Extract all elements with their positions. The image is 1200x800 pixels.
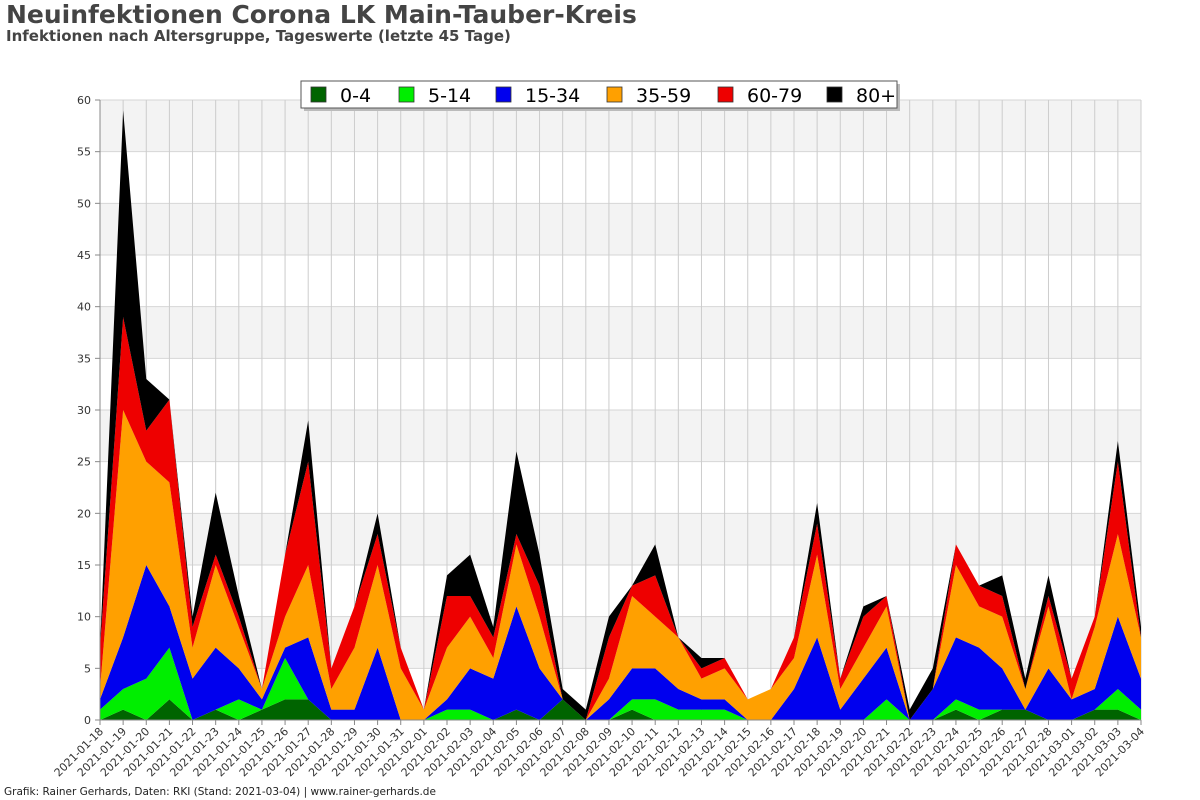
legend-swatch	[826, 86, 843, 103]
legend-swatch	[398, 86, 415, 103]
area-series-60-79	[100, 317, 1141, 720]
grid-band	[100, 358, 1141, 410]
grid-band	[100, 203, 1141, 255]
chart-title: Neuinfektionen Corona LK Main-Tauber-Kre…	[6, 0, 637, 29]
y-tick-label: 35	[77, 352, 91, 365]
y-tick-label: 0	[84, 714, 91, 727]
credit-line: Grafik: Rainer Gerhards, Daten: RKI (Sta…	[4, 786, 436, 798]
grid-band	[100, 306, 1141, 359]
grid-band	[100, 151, 1141, 204]
y-tick-label: 55	[77, 146, 91, 159]
legend-label: 5-14	[428, 85, 471, 107]
grid-band	[100, 461, 1141, 514]
y-tick-label: 10	[77, 611, 91, 624]
legend-label: 0-4	[340, 85, 371, 107]
area-series-35-59	[100, 410, 1141, 720]
y-tick-label: 15	[77, 559, 91, 572]
y-tick-label: 30	[77, 404, 91, 417]
legend-swatch	[717, 86, 734, 103]
legend-label: 15-34	[525, 85, 580, 107]
legend-swatch	[606, 86, 623, 103]
y-tick-label: 45	[77, 249, 91, 262]
y-tick-label: 5	[84, 662, 91, 675]
y-tick-label: 25	[77, 456, 91, 469]
legend-label: 60-79	[747, 85, 802, 107]
y-tick-label: 40	[77, 301, 91, 314]
grid-band	[100, 410, 1141, 462]
legend-swatch	[495, 86, 512, 103]
grid-band	[100, 255, 1141, 307]
y-tick-label: 20	[77, 507, 91, 520]
stacked-areas	[100, 110, 1141, 720]
legend-label: 35-59	[636, 85, 691, 107]
y-tick-label: 50	[77, 197, 91, 210]
grid-band	[100, 513, 1141, 565]
legend-label: 80+	[856, 85, 896, 107]
area-series-0-4	[100, 699, 1141, 720]
legend: 0-4 5-14 15-34 35-59 60-79 80+	[300, 80, 900, 111]
chart-subtitle: Infektionen nach Altersgruppe, Tageswert…	[6, 27, 511, 45]
legend-box	[300, 80, 898, 109]
area-series-15-34	[100, 565, 1141, 720]
legend-swatch	[310, 86, 327, 103]
y-tick-label: 60	[77, 94, 91, 107]
